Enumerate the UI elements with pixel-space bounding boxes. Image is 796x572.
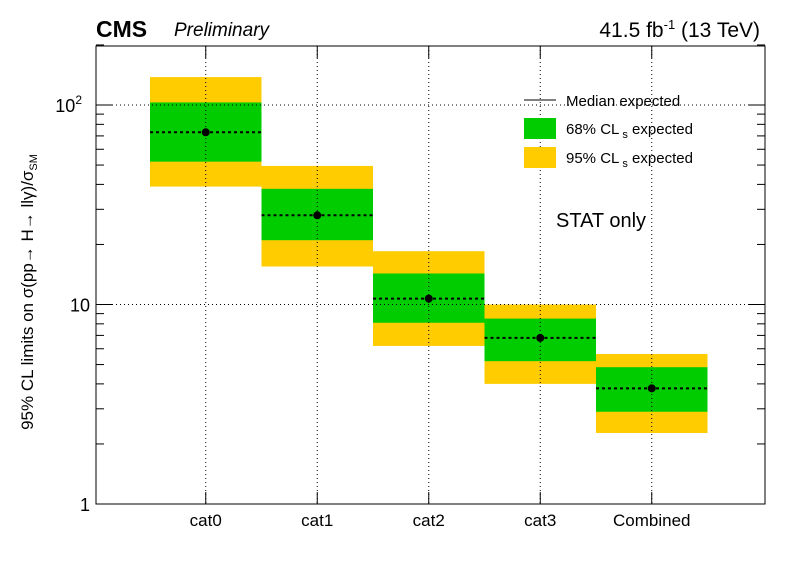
median-point-cat1 bbox=[313, 211, 322, 220]
x-tick-label-cat3: cat3 bbox=[524, 511, 556, 530]
x-tick-label-cat2: cat2 bbox=[413, 511, 445, 530]
median-point-Combined bbox=[647, 384, 656, 393]
lumi-exponent: -1 bbox=[663, 17, 676, 32]
legend-suffix: expected bbox=[628, 150, 693, 167]
lumi-energy: (13 TeV) bbox=[675, 19, 760, 42]
x-tick-label-cat1: cat1 bbox=[301, 511, 333, 530]
y-tick-label-10: 10 bbox=[70, 296, 90, 316]
legend-subscript: s bbox=[622, 129, 628, 141]
legend-label-band68: 68% CL s expected bbox=[566, 121, 693, 141]
y-tick-label-1: 1 bbox=[80, 495, 90, 515]
x-tick-label-Combined: Combined bbox=[613, 511, 691, 530]
legend-label-band95: 95% CL s expected bbox=[566, 150, 693, 170]
median-point-cat0 bbox=[201, 128, 210, 137]
luminosity-label: 41.5 fb-1 (13 TeV) bbox=[599, 17, 760, 43]
status-label: Preliminary bbox=[174, 20, 270, 41]
legend-swatch-band95 bbox=[524, 147, 556, 168]
median-point-cat2 bbox=[424, 294, 433, 303]
y-tick-label-100: 102 bbox=[55, 93, 82, 116]
legend-suffix: expected bbox=[628, 121, 693, 138]
x-tick-label-cat0: cat0 bbox=[190, 511, 222, 530]
legend-label-median: Median expected bbox=[566, 93, 680, 110]
median-point-cat3 bbox=[536, 333, 545, 342]
legend-swatch-band68 bbox=[524, 118, 556, 139]
legend-subscript: s bbox=[622, 158, 628, 170]
plot-frame bbox=[95, 45, 766, 505]
y-tick-exponent: 2 bbox=[75, 93, 82, 107]
stat-only-annotation: STAT only bbox=[556, 210, 646, 232]
lumi-main: 41.5 fb bbox=[599, 19, 664, 42]
experiment-label: CMS bbox=[96, 16, 148, 42]
